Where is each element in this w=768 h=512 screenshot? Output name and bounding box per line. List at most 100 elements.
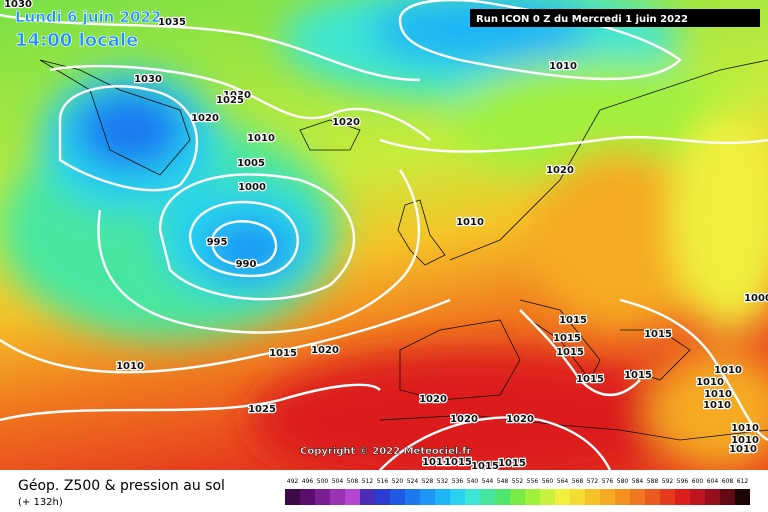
legend-value: 612	[737, 478, 749, 485]
legend-swatch	[345, 489, 360, 505]
legend-swatch	[645, 489, 660, 505]
isobar-label: 1010	[247, 133, 275, 144]
isobar-label: 1015	[498, 458, 526, 469]
legend-swatch	[360, 489, 375, 505]
legend-value: 548	[497, 478, 509, 485]
legend-swatch	[570, 489, 585, 505]
legend-swatch	[390, 489, 405, 505]
legend-value: 580	[617, 478, 629, 485]
isobar-label: 995	[207, 237, 228, 248]
isobar-label: 1015	[624, 370, 652, 381]
legend-value: 512	[362, 478, 374, 485]
isobar-label: 1005	[237, 158, 265, 169]
legend-value: 572	[587, 478, 599, 485]
isobar-label: 1020	[191, 113, 219, 124]
legend-value: 524	[407, 478, 419, 485]
legend-value: 536	[452, 478, 464, 485]
legend-swatch	[660, 489, 675, 505]
isobar-label: 1010	[116, 361, 144, 372]
legend-swatch	[450, 489, 465, 505]
legend-swatch	[480, 489, 495, 505]
isobar-label: 1010	[696, 377, 724, 388]
legend-swatch	[585, 489, 600, 505]
legend-swatch	[495, 489, 510, 505]
forecast-time: 14:00 locale	[15, 30, 138, 51]
legend-value: 596	[677, 478, 689, 485]
isobar-label: 1015	[559, 315, 587, 326]
legend-value: 528	[422, 478, 434, 485]
isobar-label: 1020	[506, 414, 534, 425]
isobar-label: 1030	[134, 74, 162, 85]
forecast-date: Lundi 6 juin 2022	[15, 8, 161, 26]
footer-title: Géop. Z500 & pression au sol	[18, 478, 225, 494]
legend-value: 556	[527, 478, 539, 485]
legend-value: 544	[482, 478, 494, 485]
legend-swatch	[690, 489, 705, 505]
isobar-label: 1020	[332, 117, 360, 128]
isobar-label: 1025	[248, 404, 276, 415]
legend-swatch	[720, 489, 735, 505]
legend-value: 552	[512, 478, 524, 485]
isobar-label: 1010	[714, 365, 742, 376]
isobar-label: 1030	[4, 0, 32, 10]
legend-swatch	[465, 489, 480, 505]
isobar-label: 1015	[269, 348, 297, 359]
run-info: Run ICON 0 Z du Mercredi 1 juin 2022	[476, 14, 688, 25]
isobar-label: 1010	[422, 457, 450, 468]
copyright: Copyright © 2022 Meteociel.fr	[300, 446, 471, 457]
legend-swatch	[675, 489, 690, 505]
legend-value: 496	[302, 478, 314, 485]
legend-swatch	[510, 489, 525, 505]
legend-swatch	[315, 489, 330, 505]
legend-swatch	[375, 489, 390, 505]
isobars	[0, 0, 768, 470]
isobar-label: 1000	[238, 182, 266, 193]
legend-value: 516	[377, 478, 389, 485]
isobar-label: 990	[236, 259, 257, 270]
isobar-label: 1015	[576, 374, 604, 385]
legend-value: 592	[662, 478, 674, 485]
legend-value: 532	[437, 478, 449, 485]
legend-swatch	[405, 489, 420, 505]
isobar-label: 1010	[731, 435, 759, 446]
legend-swatch	[420, 489, 435, 505]
legend-swatch	[735, 489, 750, 505]
legend-swatch	[555, 489, 570, 505]
legend-value: 604	[707, 478, 719, 485]
legend-value: 600	[692, 478, 704, 485]
run-box	[470, 9, 760, 27]
legend-swatch	[435, 489, 450, 505]
legend-value: 568	[572, 478, 584, 485]
isobar-label: 1015	[644, 329, 672, 340]
isobar-label: 1010	[703, 400, 731, 411]
field	[0, 0, 768, 490]
isobar-label: 1020	[546, 165, 574, 176]
legend-value: 520	[392, 478, 404, 485]
legend-value: 588	[647, 478, 659, 485]
legend-swatch	[285, 489, 300, 505]
isobar-label: 1020	[450, 414, 478, 425]
legend-value: 576	[602, 478, 614, 485]
isobar-label: 1010	[731, 423, 759, 434]
isobar-label: 1015	[553, 333, 581, 344]
isobar-label: 1015	[444, 457, 472, 468]
legend-swatch	[600, 489, 615, 505]
isobar-label: 1020	[311, 345, 339, 356]
coastlines	[39, 59, 768, 441]
legend-value: 560	[542, 478, 554, 485]
legend-swatch	[525, 489, 540, 505]
legend-swatch	[540, 489, 555, 505]
isobar-label: 1020	[419, 394, 447, 405]
legend-value: 508	[347, 478, 359, 485]
legend-value: 608	[722, 478, 734, 485]
isobar-label: 1010	[729, 444, 757, 455]
footer-subtitle: (+ 132h)	[18, 497, 63, 508]
isobar-label: 1010	[549, 61, 577, 72]
legend-swatch	[300, 489, 315, 505]
legend-value: 500	[317, 478, 329, 485]
isobar-label: 1025	[216, 95, 244, 106]
legend-swatch	[615, 489, 630, 505]
legend-value: 564	[557, 478, 569, 485]
isobar-label: 1015	[471, 461, 499, 472]
